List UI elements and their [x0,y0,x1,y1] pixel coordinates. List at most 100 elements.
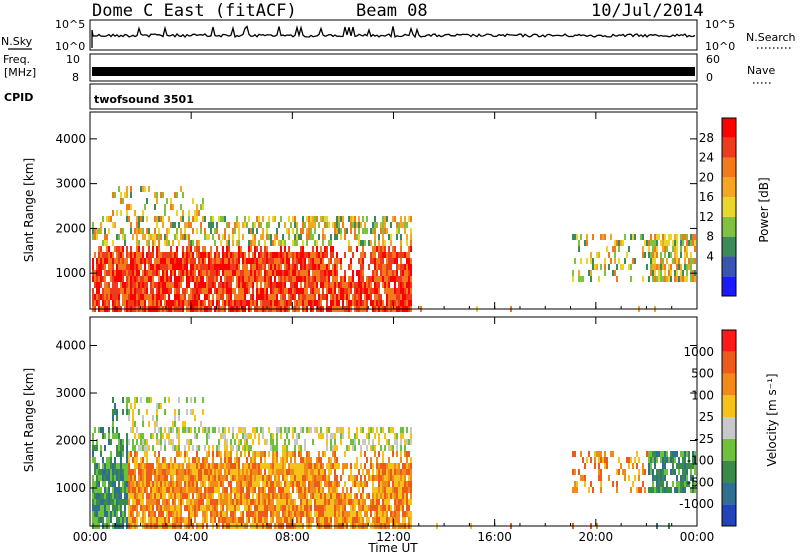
velocity-cell [148,469,150,475]
power-cell [268,294,270,300]
power-cell [208,276,210,282]
velocity-cell [668,457,670,463]
power-cell [288,288,290,294]
velocity-cell [218,511,220,517]
velocity-cell [400,451,402,457]
power-cell [374,300,376,306]
velocity-cell [102,463,104,469]
power-cell [358,258,360,264]
velocity-cell [210,505,212,511]
power-cell [140,294,142,300]
power-cell [272,264,274,270]
velocity-cell [210,463,212,469]
velocity-cell [372,469,374,475]
velocity-heatmap-cells [92,397,696,529]
power-cell [224,264,226,270]
power-cell [114,192,116,198]
power-cell [336,270,338,276]
power-cell [272,282,274,288]
power-cell [222,246,224,252]
power-cell [408,252,410,258]
velocity-cell [176,505,178,511]
power-cell [130,288,132,294]
power-cell [282,294,284,300]
velocity-cell [300,427,302,433]
velocity-cell [638,487,640,493]
power-cell [384,282,386,288]
power-cell [172,222,174,228]
power-cell [148,276,150,282]
velocity-cell [204,511,206,517]
velocity-cell [270,517,272,523]
power-colorbar-label: Power [dB] [757,177,771,242]
power-cell [182,264,184,270]
power-cell [156,264,158,270]
velocity-cell [154,475,156,481]
velocity-cell [676,481,678,487]
velocity-cell [382,451,384,457]
power-cell [164,234,166,240]
power-cell [614,252,616,258]
power-cell [668,264,670,270]
power-cell [400,288,402,294]
power-cell [152,240,154,246]
power-cell [166,264,168,270]
velocity-cell [232,445,234,451]
power-cell [238,264,240,270]
power-cell [676,264,678,270]
power-cell [244,294,246,300]
power-cell [302,258,304,264]
power-cell [368,294,370,300]
velocity-cell [102,493,104,499]
power-cell [674,246,676,252]
power-cell [238,228,240,234]
power-cell [328,258,330,264]
velocity-cell [216,487,218,493]
power-cell [162,288,164,294]
velocity-cell [218,499,220,505]
velocity-cell [226,493,228,499]
power-cell [390,252,392,258]
velocity-cell [268,487,270,493]
velocity-cell [286,511,288,517]
velocity-cell [294,505,296,511]
velocity-cell [114,409,116,415]
velocity-cell [310,511,312,517]
power-cell [210,222,212,228]
velocity-cell [288,439,290,445]
velocity-cell [240,475,242,481]
velocity-cell [196,499,198,505]
velocity-cell [164,487,166,493]
velocity-cell [180,487,182,493]
power-cell [292,264,294,270]
velocity-cell [314,463,316,469]
velocity-cell [316,499,318,505]
velocity-cell [234,457,236,463]
velocity-cell [240,427,242,433]
velocity-cell [242,463,244,469]
velocity-cell [100,511,102,517]
velocity-cell [188,493,190,499]
velocity-cell [180,505,182,511]
velocity-cell [126,439,128,445]
velocity-cell [246,487,248,493]
velocity-cell [358,439,360,445]
velocity-cell [94,505,96,511]
velocity-cell [118,487,120,493]
velocity-cell [342,499,344,505]
power-cell [138,252,140,258]
velocity-cell [142,457,144,463]
power-cell [404,282,406,288]
velocity-cell [236,457,238,463]
power-cell [248,258,250,264]
power-cell [220,258,222,264]
power-cell [116,270,118,276]
power-cell [294,264,296,270]
velocity-cell [220,511,222,517]
power-cell [382,222,384,228]
power-cell [182,216,184,222]
velocity-cell [186,505,188,511]
velocity-cell [260,517,262,523]
velocity-cell [402,469,404,475]
power-cell [672,258,674,264]
